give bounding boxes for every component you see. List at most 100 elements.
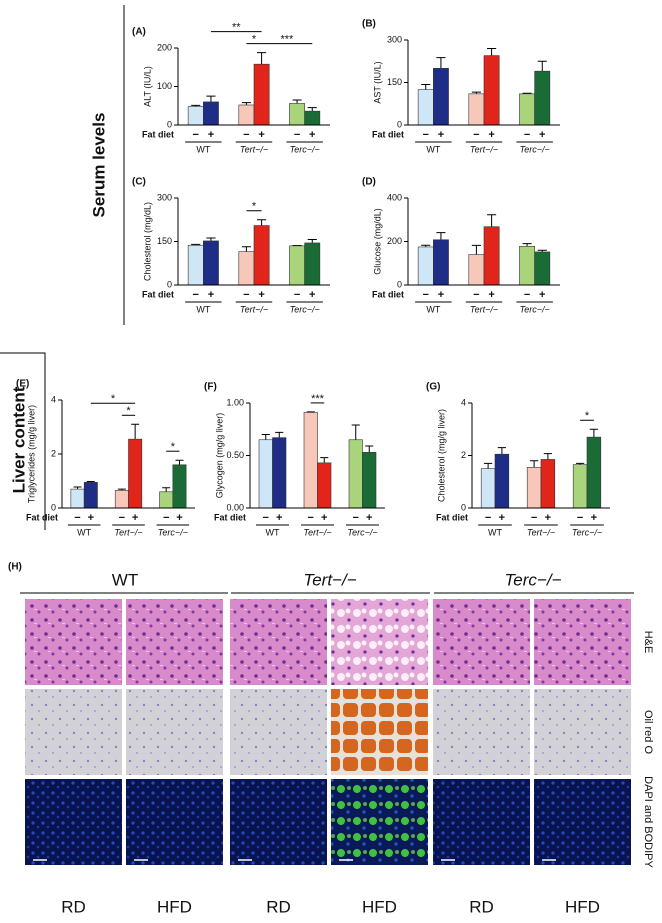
y-tick-label: 400 xyxy=(387,192,402,202)
bar xyxy=(468,254,485,286)
diet-sign: − xyxy=(531,512,537,524)
micrograph xyxy=(230,779,327,865)
bar xyxy=(572,464,588,509)
error-bar xyxy=(241,102,251,105)
diet-label: HFD xyxy=(157,897,192,916)
significance-label: *** xyxy=(281,34,295,46)
panel-label: (B) xyxy=(362,19,376,30)
bar xyxy=(253,63,270,126)
section-label: Serum levels xyxy=(89,113,108,218)
diet-sign: − xyxy=(243,129,249,141)
bar xyxy=(348,439,363,509)
diet-sign: − xyxy=(423,129,429,141)
x-tick-label: WT xyxy=(196,304,210,314)
y-axis-label: ALT (IU/L) xyxy=(142,66,152,107)
y-tick-label: 0 xyxy=(51,502,56,512)
bar xyxy=(480,468,496,509)
group-header: WT xyxy=(112,570,138,589)
error-bar xyxy=(487,214,497,227)
y-tick-label: 100 xyxy=(157,81,172,91)
x-tick-label: Terc−/− xyxy=(158,527,188,537)
bar xyxy=(433,239,449,286)
bar xyxy=(468,93,485,126)
y-tick-label: 0 xyxy=(397,119,402,129)
bar xyxy=(114,490,129,509)
diet-sign: + xyxy=(545,512,551,524)
y-axis-label: Triglycerides (mg/g liver) xyxy=(26,405,36,503)
bar xyxy=(586,436,602,509)
micrograph xyxy=(25,689,122,775)
diet-label: HFD xyxy=(362,897,397,916)
x-tick-label: Terc−/− xyxy=(572,527,602,537)
panel-label: (D) xyxy=(362,177,376,188)
micrograph xyxy=(433,779,530,865)
significance-label: * xyxy=(171,441,176,453)
y-tick-label: 300 xyxy=(157,192,172,202)
diet-sign: − xyxy=(423,289,429,301)
diet-label: RD xyxy=(266,897,291,916)
y-tick-label: 200 xyxy=(157,42,172,52)
bar xyxy=(70,488,85,509)
y-tick-label: 2 xyxy=(51,448,56,458)
bar xyxy=(540,459,556,509)
bar xyxy=(534,251,551,286)
x-tick-label: WT xyxy=(77,527,91,537)
diet-sign: + xyxy=(309,289,315,301)
diet-sign: + xyxy=(539,289,545,301)
diet-sign: − xyxy=(524,289,530,301)
stain-label: Oil red O xyxy=(642,710,654,754)
y-tick-label: 300 xyxy=(387,34,402,44)
panel-label: (A) xyxy=(132,27,146,38)
group-header: Terc−/− xyxy=(504,570,561,589)
micrograph xyxy=(331,689,428,775)
error-bar xyxy=(73,486,82,490)
bar xyxy=(519,245,535,286)
error-bar xyxy=(365,445,374,453)
panel-label: (E) xyxy=(16,379,29,390)
diet-sign: + xyxy=(488,129,494,141)
error-bar xyxy=(175,459,184,465)
diet-sign: + xyxy=(499,512,505,524)
bar xyxy=(483,226,500,286)
bar xyxy=(317,462,332,509)
micrograph xyxy=(25,599,122,685)
bar xyxy=(303,412,318,509)
diet-sign: + xyxy=(591,512,597,524)
x-tick-label: Terc−/− xyxy=(520,144,550,154)
panel-label: (C) xyxy=(132,177,146,188)
micrograph xyxy=(230,599,327,685)
diet-sign: + xyxy=(321,512,327,524)
diet-sign: − xyxy=(308,512,314,524)
diet-sign: − xyxy=(193,289,199,301)
section-label: Liver content xyxy=(9,386,28,493)
diet-sign: + xyxy=(258,289,264,301)
bar xyxy=(494,453,510,509)
bar xyxy=(433,68,449,126)
bar xyxy=(304,110,321,126)
diet-sign: − xyxy=(193,129,199,141)
diet-sign: + xyxy=(438,129,444,141)
y-axis-label: Cholesterol (mg/dL) xyxy=(142,202,152,281)
y-tick-label: 0 xyxy=(397,279,402,289)
bar xyxy=(238,104,255,126)
error-bar xyxy=(162,487,171,492)
panel-label: (F) xyxy=(204,382,217,393)
error-bar xyxy=(241,246,251,252)
diet-sign: + xyxy=(208,289,214,301)
bar xyxy=(534,70,551,126)
bar xyxy=(417,246,434,286)
diet-sign: − xyxy=(524,129,530,141)
bar xyxy=(203,240,219,286)
micrograph xyxy=(126,779,223,865)
bar xyxy=(258,439,273,509)
diet-sign: + xyxy=(176,512,182,524)
x-tick-label: WT xyxy=(266,527,280,537)
diet-sign: + xyxy=(309,129,315,141)
diet-sign: − xyxy=(473,289,479,301)
diet-sign: − xyxy=(473,129,479,141)
error-bar xyxy=(436,57,446,69)
bar xyxy=(128,438,143,509)
x-tick-label: Tert−/− xyxy=(527,527,555,537)
y-tick-label: 1.00 xyxy=(226,397,244,407)
